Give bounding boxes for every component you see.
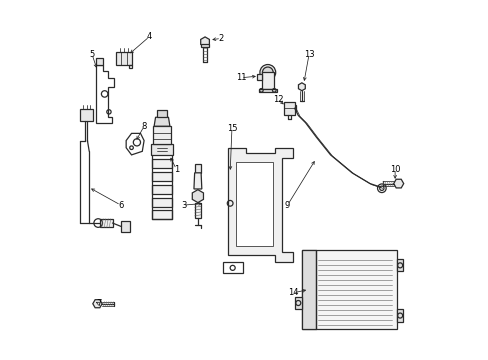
Text: 3: 3 [181,201,186,210]
Text: 15: 15 [226,123,237,132]
Text: 2: 2 [218,34,224,43]
Polygon shape [192,190,203,203]
Polygon shape [152,211,172,220]
Polygon shape [100,219,112,227]
Polygon shape [150,144,173,155]
Polygon shape [393,179,403,188]
Polygon shape [200,37,209,47]
Circle shape [260,64,275,80]
Polygon shape [96,58,102,65]
Text: 11: 11 [235,73,245,82]
Text: 9: 9 [285,201,289,210]
Text: 1: 1 [173,165,179,174]
Polygon shape [257,74,262,80]
Polygon shape [154,117,169,126]
Polygon shape [235,162,273,246]
Text: 5: 5 [89,50,95,59]
Polygon shape [262,72,273,89]
Polygon shape [152,172,172,181]
Text: 14: 14 [287,288,298,297]
Polygon shape [228,148,292,262]
Polygon shape [290,105,296,111]
Polygon shape [194,203,201,218]
Text: 13: 13 [303,50,314,59]
Polygon shape [301,250,396,329]
Polygon shape [396,309,403,321]
Polygon shape [116,51,132,64]
Polygon shape [152,198,172,207]
Polygon shape [258,89,276,92]
Text: 4: 4 [146,32,152,41]
Polygon shape [294,297,301,309]
Polygon shape [121,221,130,232]
Polygon shape [194,164,201,173]
Polygon shape [152,185,172,194]
Polygon shape [301,250,316,329]
Text: 8: 8 [141,122,146,131]
Polygon shape [152,126,171,144]
Polygon shape [80,109,93,121]
Polygon shape [298,83,305,91]
Polygon shape [152,159,172,168]
Circle shape [262,67,273,78]
Polygon shape [396,259,403,271]
Polygon shape [284,102,294,115]
Polygon shape [156,110,167,117]
Polygon shape [194,173,202,189]
Polygon shape [201,44,209,46]
Polygon shape [93,300,102,308]
Text: 10: 10 [389,165,400,174]
Text: 6: 6 [118,201,123,210]
Text: 7: 7 [96,299,102,308]
Text: 12: 12 [273,95,283,104]
